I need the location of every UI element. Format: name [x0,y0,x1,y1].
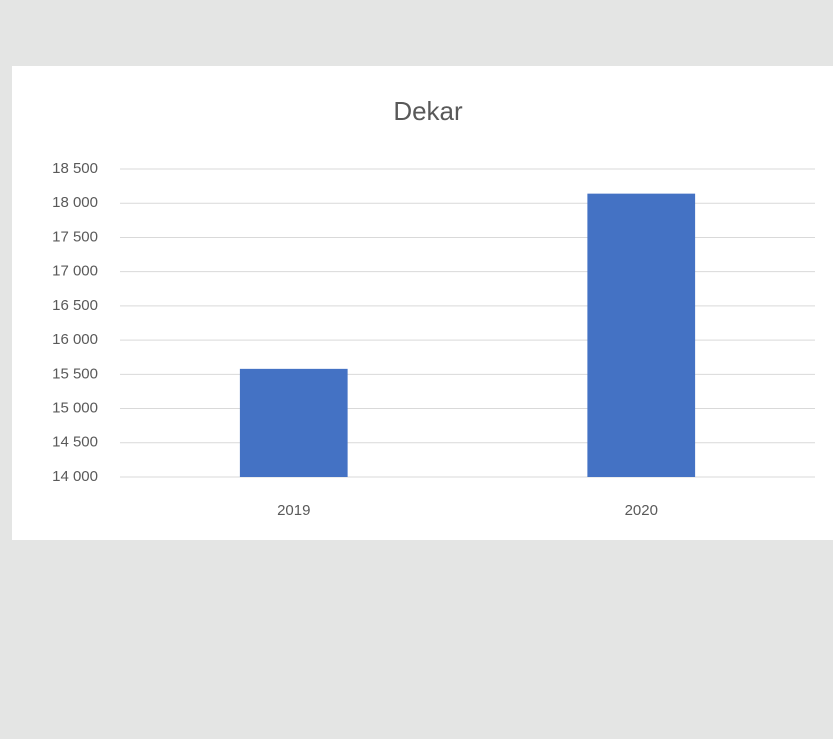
bar [239,368,348,477]
y-tick-label: 15 500 [52,365,98,382]
y-tick-label: 14 000 [52,468,98,485]
y-tick-label: 18 000 [52,194,98,211]
y-tick-label: 18 500 [52,160,98,177]
y-tick-label: 14 500 [52,434,98,451]
y-tick-label: 16 500 [52,297,98,314]
x-tick-label: 2020 [625,502,658,519]
y-tick-label: 16 000 [52,331,98,348]
y-tick-label: 17 000 [52,263,98,280]
y-tick-label: 15 000 [52,400,98,417]
chart-panel [12,66,833,540]
bar [587,193,696,477]
x-tick-label: 2019 [277,502,310,519]
y-tick-label: 17 500 [52,228,98,245]
chart-title: Dekar [393,96,463,126]
